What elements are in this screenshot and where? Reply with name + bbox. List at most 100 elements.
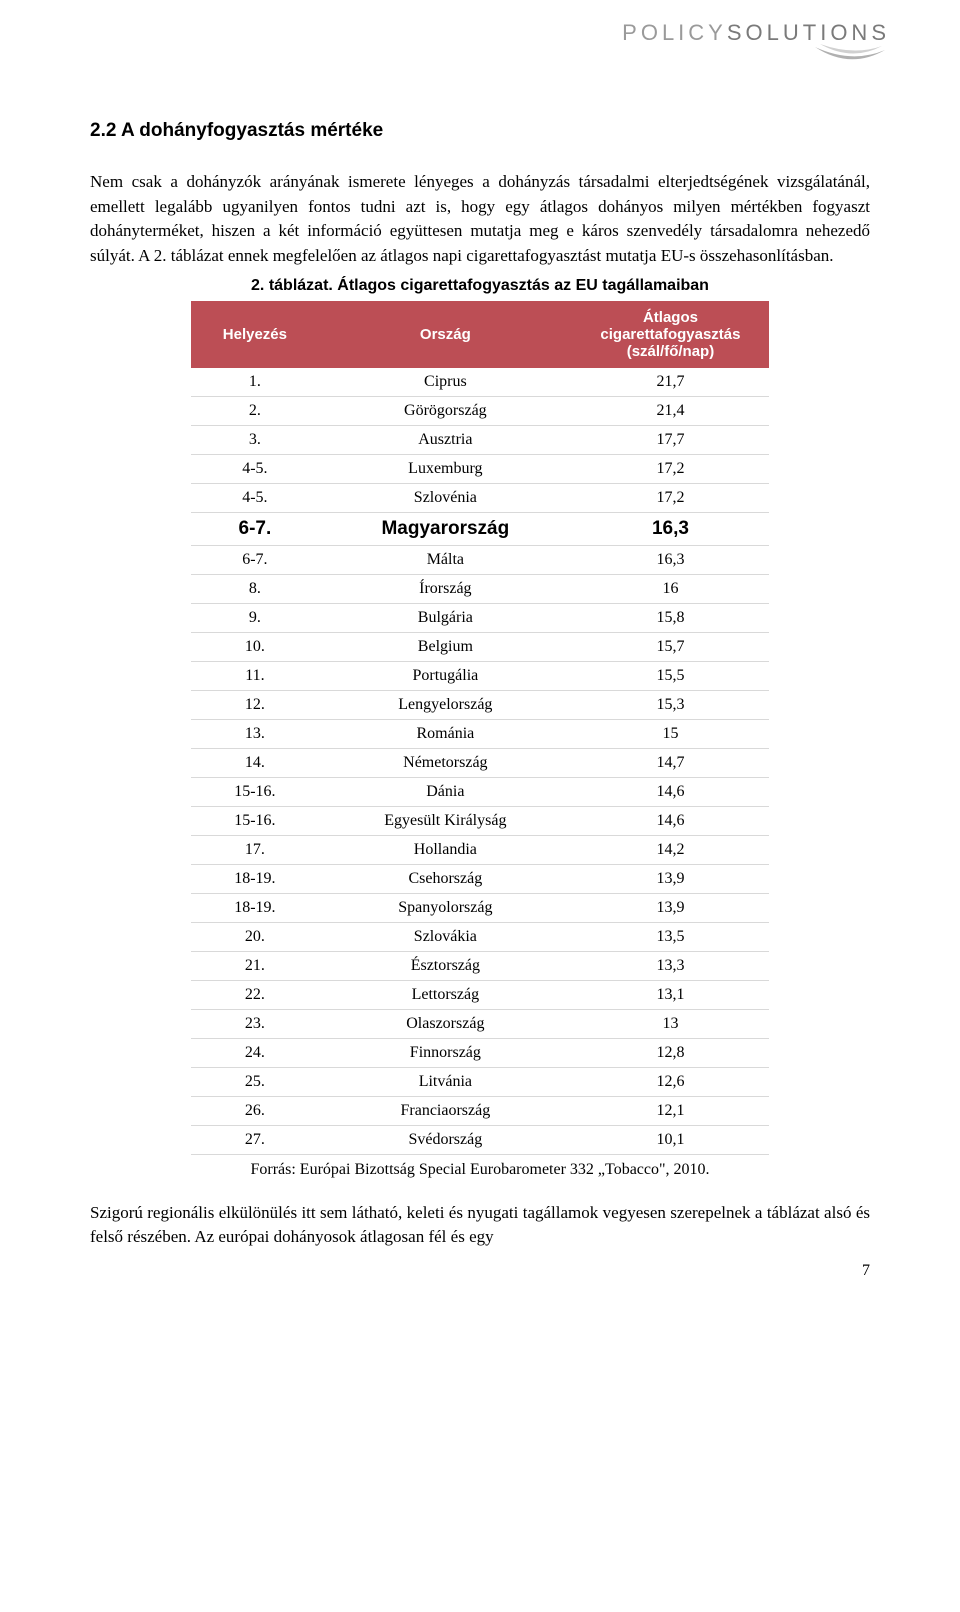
cell-value: 16 — [572, 574, 768, 603]
logo: POLICYSOLUTIONS — [622, 20, 890, 77]
table-row: 10.Belgium15,7 — [191, 632, 768, 661]
table-source: Forrás: Európai Bizottság Special Euroba… — [90, 1161, 870, 1179]
cell-rank: 10. — [191, 632, 318, 661]
cell-value: 13,9 — [572, 864, 768, 893]
cell-country: Ausztria — [318, 425, 572, 454]
col-header-value: Átlagos cigarettafogyasztás (szál/fő/nap… — [572, 301, 768, 368]
cell-rank: 14. — [191, 748, 318, 777]
cell-rank: 9. — [191, 603, 318, 632]
cell-value: 15,5 — [572, 661, 768, 690]
cell-value: 13 — [572, 1009, 768, 1038]
table-row: 15-16.Dánia14,6 — [191, 777, 768, 806]
cell-rank: 17. — [191, 835, 318, 864]
cell-country: Portugália — [318, 661, 572, 690]
cell-value: 12,1 — [572, 1096, 768, 1125]
table-row: 27.Svédország10,1 — [191, 1125, 768, 1154]
table-row: 18-19.Csehország13,9 — [191, 864, 768, 893]
col-header-rank: Helyezés — [191, 301, 318, 368]
cell-value: 17,2 — [572, 483, 768, 512]
cell-value: 12,8 — [572, 1038, 768, 1067]
table-row: 23.Olaszország13 — [191, 1009, 768, 1038]
cell-country: Szlovénia — [318, 483, 572, 512]
cell-country: Németország — [318, 748, 572, 777]
cell-value: 15,3 — [572, 690, 768, 719]
cell-rank: 15-16. — [191, 806, 318, 835]
cell-country: Olaszország — [318, 1009, 572, 1038]
cell-rank: 15-16. — [191, 777, 318, 806]
cell-value: 21,7 — [572, 368, 768, 397]
cell-country: Egyesült Királyság — [318, 806, 572, 835]
table-row: 14.Németország14,7 — [191, 748, 768, 777]
cell-country: Svédország — [318, 1125, 572, 1154]
cell-rank: 26. — [191, 1096, 318, 1125]
cell-value: 14,2 — [572, 835, 768, 864]
table-row: 17.Hollandia14,2 — [191, 835, 768, 864]
cell-rank: 3. — [191, 425, 318, 454]
cell-country: Bulgária — [318, 603, 572, 632]
cell-rank: 22. — [191, 980, 318, 1009]
cell-rank: 4-5. — [191, 483, 318, 512]
cell-value: 14,7 — [572, 748, 768, 777]
cell-value: 13,1 — [572, 980, 768, 1009]
cell-country: Finnország — [318, 1038, 572, 1067]
cell-rank: 18-19. — [191, 864, 318, 893]
cell-value: 15,7 — [572, 632, 768, 661]
cell-rank: 13. — [191, 719, 318, 748]
cell-country: Ciprus — [318, 368, 572, 397]
table-row: 9.Bulgária15,8 — [191, 603, 768, 632]
table-row: 4-5.Szlovénia17,2 — [191, 483, 768, 512]
logo-part1: POLICY — [622, 20, 727, 45]
intro-paragraph: Nem csak a dohányzók arányának ismerete … — [90, 170, 870, 269]
table-row: 22.Lettország13,1 — [191, 980, 768, 1009]
cell-country: Hollandia — [318, 835, 572, 864]
col-header-country: Ország — [318, 301, 572, 368]
table-row: 13.Románia15 — [191, 719, 768, 748]
table-row: 3.Ausztria17,7 — [191, 425, 768, 454]
cell-value: 14,6 — [572, 777, 768, 806]
cell-country: Írország — [318, 574, 572, 603]
closing-paragraph: Szigorú regionális elkülönülés itt sem l… — [90, 1201, 870, 1250]
table-row: 21.Észtország13,3 — [191, 951, 768, 980]
table-row: 26.Franciaország12,1 — [191, 1096, 768, 1125]
cell-country: Lettország — [318, 980, 572, 1009]
cell-value: 13,3 — [572, 951, 768, 980]
table-row: 11.Portugália15,5 — [191, 661, 768, 690]
cell-rank: 21. — [191, 951, 318, 980]
cell-value: 10,1 — [572, 1125, 768, 1154]
table-row: 6-7.Magyarország16,3 — [191, 512, 768, 545]
cell-rank: 12. — [191, 690, 318, 719]
cell-rank: 1. — [191, 368, 318, 397]
cell-rank: 11. — [191, 661, 318, 690]
cell-value: 17,7 — [572, 425, 768, 454]
cell-rank: 18-19. — [191, 893, 318, 922]
cell-country: Belgium — [318, 632, 572, 661]
cell-value: 16,3 — [572, 545, 768, 574]
cell-country: Magyarország — [318, 512, 572, 545]
cell-country: Csehország — [318, 864, 572, 893]
cell-country: Dánia — [318, 777, 572, 806]
table-row: 25.Litvánia12,6 — [191, 1067, 768, 1096]
cell-country: Görögország — [318, 396, 572, 425]
cell-country: Észtország — [318, 951, 572, 980]
table-body: 1.Ciprus21,72.Görögország21,43.Ausztria1… — [191, 368, 768, 1155]
cell-country: Luxemburg — [318, 454, 572, 483]
cell-value: 13,5 — [572, 922, 768, 951]
cell-country: Lengyelország — [318, 690, 572, 719]
cell-rank: 4-5. — [191, 454, 318, 483]
page-number: 7 — [862, 1262, 870, 1280]
cell-value: 16,3 — [572, 512, 768, 545]
cell-value: 13,9 — [572, 893, 768, 922]
cell-country: Szlovákia — [318, 922, 572, 951]
cell-value: 21,4 — [572, 396, 768, 425]
cell-rank: 6-7. — [191, 512, 318, 545]
cell-country: Spanyolország — [318, 893, 572, 922]
logo-swoosh-icon — [810, 42, 890, 72]
cell-value: 15 — [572, 719, 768, 748]
section-heading: 2.2 A dohányfogyasztás mértéke — [90, 120, 870, 142]
table-header-row: Helyezés Ország Átlagos cigarettafogyasz… — [191, 301, 768, 368]
cell-country: Románia — [318, 719, 572, 748]
table-row: 12.Lengyelország15,3 — [191, 690, 768, 719]
cell-country: Litvánia — [318, 1067, 572, 1096]
cell-country: Franciaország — [318, 1096, 572, 1125]
cell-country: Málta — [318, 545, 572, 574]
